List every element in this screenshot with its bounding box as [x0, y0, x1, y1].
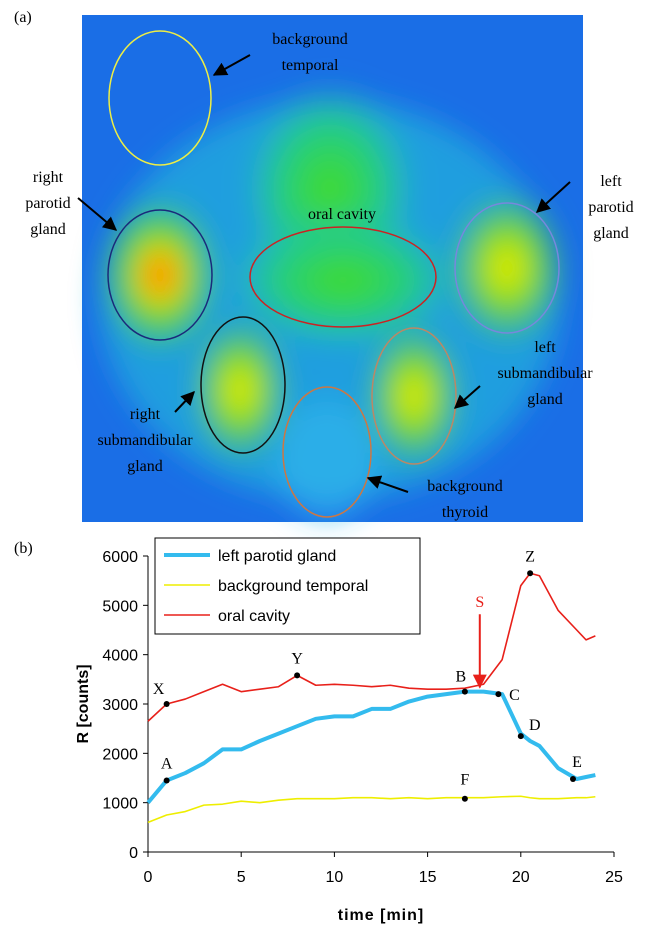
panel-label: (b): [14, 540, 33, 557]
marker-label: S: [475, 594, 484, 611]
series-line: [148, 692, 595, 803]
annotation-point: [495, 691, 501, 697]
region-label: right: [130, 406, 161, 423]
region-label: background: [427, 478, 503, 495]
annotation-point: [570, 776, 576, 782]
region-label: gland: [593, 225, 629, 242]
annotation-label: Y: [291, 650, 303, 667]
legend-label: left parotid gland: [218, 548, 336, 565]
annotation-label: X: [153, 681, 165, 698]
legend-label: background temporal: [218, 578, 368, 595]
x-tick-label: 5: [237, 869, 246, 886]
region-label: gland: [30, 221, 66, 238]
region-label: gland: [127, 458, 163, 475]
region-label: thyroid: [442, 504, 488, 521]
x-tick-label: 10: [326, 869, 344, 886]
region-label: submandibular: [97, 432, 193, 449]
annotation-point: [164, 777, 170, 783]
y-tick-label: 6000: [102, 549, 138, 566]
annotation-point: [518, 733, 524, 739]
annotation-label: A: [161, 755, 173, 772]
annotation-point: [527, 570, 533, 576]
annotation-point: [164, 701, 170, 707]
series-line: [148, 796, 595, 822]
region-label: submandibular: [497, 365, 593, 382]
region-label: left: [600, 173, 622, 190]
legend-label: oral cavity: [218, 608, 290, 625]
annotation-label: Z: [525, 548, 535, 565]
x-tick-label: 0: [144, 869, 153, 886]
annotation-point: [294, 672, 300, 678]
y-tick-label: 5000: [102, 598, 138, 615]
x-tick-label: 15: [419, 869, 437, 886]
region-label: right: [33, 169, 64, 186]
y-tick-label: 4000: [102, 648, 138, 665]
region-label: left: [534, 339, 556, 356]
annotation-point: [462, 796, 468, 802]
region-label: parotid: [588, 199, 633, 216]
region-label: oral cavity: [308, 206, 376, 223]
y-tick-label: 3000: [102, 697, 138, 714]
annotation-label: C: [509, 687, 520, 704]
y-tick-label: 0: [129, 845, 138, 862]
region-label: gland: [527, 391, 563, 408]
panel-label: (a): [14, 9, 32, 26]
x-tick-label: 20: [512, 869, 530, 886]
x-axis-title: time [min]: [338, 907, 424, 924]
x-tick-label: 25: [605, 869, 623, 886]
region-label: background: [272, 31, 348, 48]
legend: left parotid gland background temporal ora…: [155, 538, 420, 634]
figure: (a) (b) background temporal right: [0, 0, 651, 938]
annotation-label: F: [460, 772, 469, 789]
annotation-label: B: [456, 669, 467, 686]
region-label: parotid: [25, 195, 70, 212]
annotation-label: D: [529, 717, 541, 734]
annotation-point: [462, 689, 468, 695]
y-tick-label: 1000: [102, 796, 138, 813]
y-tick-label: 2000: [102, 746, 138, 763]
annotation-label: E: [572, 754, 582, 771]
region-label: temporal: [282, 57, 339, 74]
y-axis-title: R [counts]: [75, 664, 92, 743]
